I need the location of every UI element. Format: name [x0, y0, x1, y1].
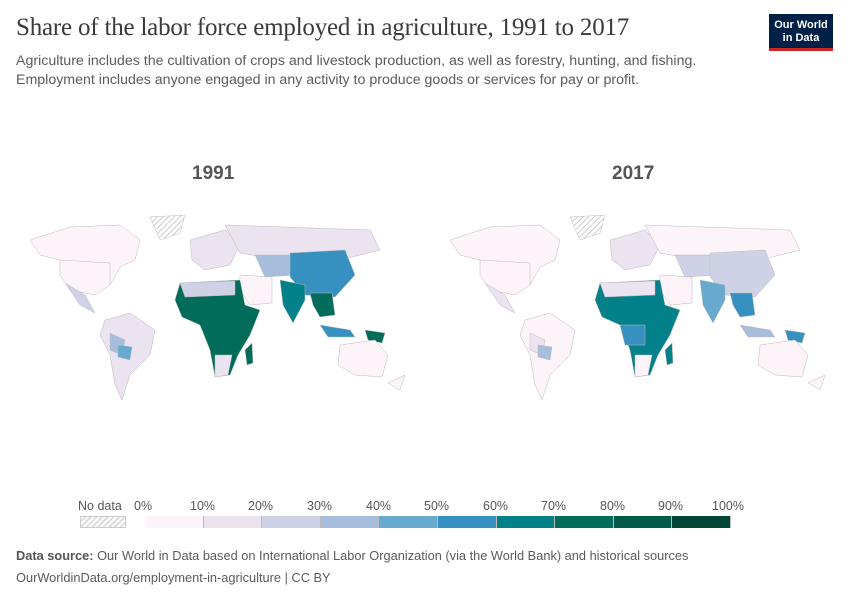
legend-bin-90-100[interactable] — [672, 516, 731, 528]
source-url-link[interactable]: OurWorldinData.org/employment-in-agricul… — [16, 570, 331, 585]
legend-no-data-label: No data — [78, 499, 122, 513]
legend-no-data-swatch[interactable] — [80, 516, 126, 528]
source-label: Data source: — [16, 548, 94, 563]
legend-bin-80-90[interactable] — [613, 516, 673, 528]
legend-tick-0: 0% — [134, 499, 153, 513]
legend-tick-80: 80% — [600, 499, 626, 513]
legend-bin-50-60[interactable] — [437, 516, 497, 528]
legend-bin-20-30[interactable] — [262, 516, 321, 528]
logo-line-2: in Data — [782, 32, 820, 44]
logo-line-1: Our World — [774, 19, 828, 31]
legend-tick-60: 60% — [483, 499, 509, 513]
legend-tick-40: 40% — [366, 499, 392, 513]
data-source: Data source: Our World in Data based on … — [16, 548, 688, 563]
legend-tick-90: 90% — [658, 499, 684, 513]
source-text: Our World in Data based on International… — [93, 548, 689, 563]
legend-tick-30: 30% — [307, 499, 333, 513]
chart-title: Share of the labor force employed in agr… — [16, 14, 630, 41]
legend-bin-40-50[interactable] — [379, 516, 438, 528]
legend-bin-0-10[interactable] — [145, 516, 204, 528]
chart-subtitle: Agriculture includes the cultivation of … — [16, 52, 756, 90]
map-year-1991: 1991 — [192, 163, 235, 184]
legend-tick-20: 20% — [248, 499, 274, 513]
subtitle-line-1: Agriculture includes the cultivation of … — [16, 53, 697, 69]
subtitle-line-2: Employment includes anyone engaged in an… — [16, 72, 640, 88]
legend-tick-70: 70% — [541, 499, 567, 513]
legend-color-bar — [145, 516, 731, 528]
legend-bin-70-80[interactable] — [555, 516, 614, 528]
legend-bin-10-20[interactable] — [203, 516, 263, 528]
owid-logo[interactable]: Our World in Data — [769, 14, 833, 51]
legend-tick-10: 10% — [190, 499, 216, 513]
legend-bin-60-70[interactable] — [496, 516, 556, 528]
map-year-2017: 2017 — [612, 163, 655, 184]
legend-tick-100: 100% — [712, 499, 744, 513]
world-map-1991[interactable] — [10, 205, 420, 405]
world-map-2017[interactable] — [430, 205, 840, 405]
legend-bin-30-40[interactable] — [320, 516, 380, 528]
legend-tick-50: 50% — [424, 499, 450, 513]
